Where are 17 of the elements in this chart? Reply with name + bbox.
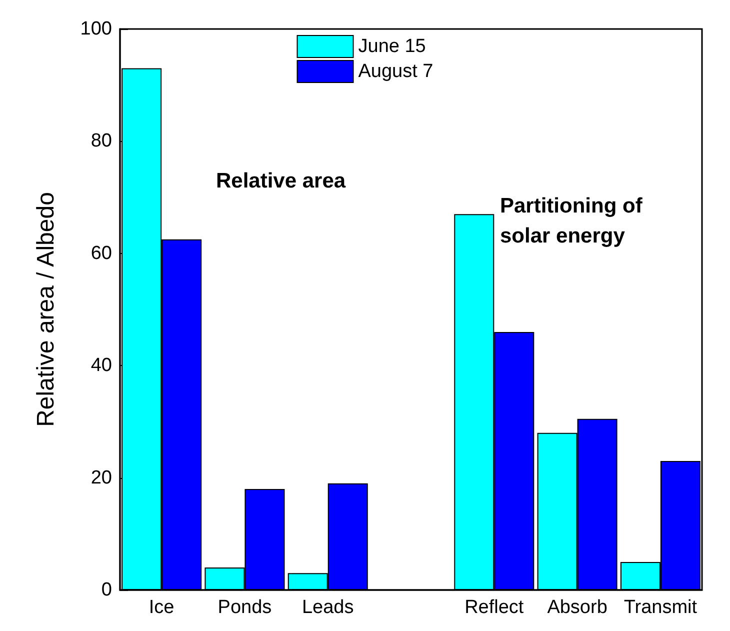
y-axis-title: Relative area / Albedo bbox=[32, 192, 60, 427]
y-tick-label: 0 bbox=[101, 580, 112, 600]
x-tick-label: Ice bbox=[148, 597, 174, 618]
x-tick-label: Leads bbox=[302, 597, 354, 618]
legend-label: August 7 bbox=[358, 61, 434, 82]
y-tick-label: 40 bbox=[90, 355, 112, 376]
x-tick-label: Reflect bbox=[464, 597, 524, 618]
x-tick-label: Transmit bbox=[624, 597, 698, 618]
y-tick-label: 20 bbox=[90, 467, 112, 488]
annotation: Partitioning of solar energy bbox=[500, 194, 644, 248]
annotation: Relative area bbox=[216, 170, 346, 192]
y-tick-label: 60 bbox=[90, 242, 112, 264]
y-tick-label: 100 bbox=[80, 18, 112, 40]
x-tick-label: Ponds bbox=[218, 597, 272, 618]
legend-label: June 15 bbox=[358, 36, 426, 57]
x-tick-label: Absorb bbox=[547, 597, 608, 618]
y-tick-label: 80 bbox=[90, 130, 112, 152]
